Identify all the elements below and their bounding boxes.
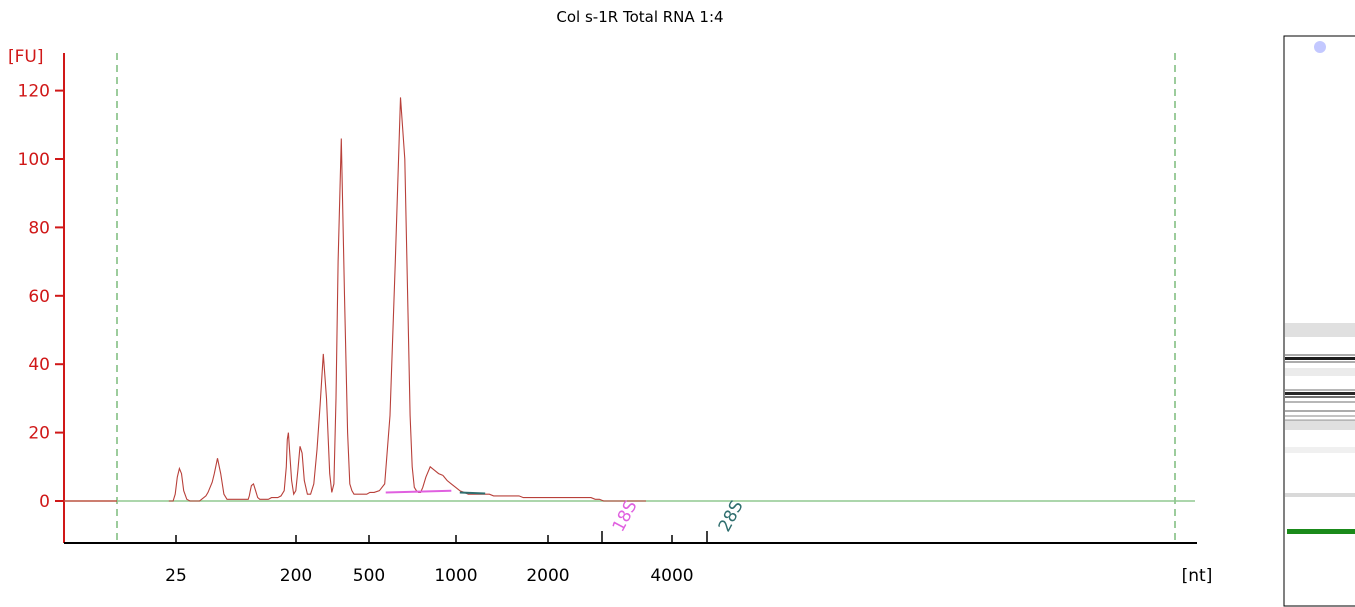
gel-lower-marker <box>1287 529 1355 534</box>
region-line <box>459 491 486 495</box>
y-ticks: 0 20 40 60 80 100 120 <box>18 82 64 512</box>
y-tick-label: 0 <box>39 492 50 512</box>
region-label: 28S <box>715 497 748 535</box>
plot-area <box>64 97 1195 502</box>
x-tick-label: 1000 <box>434 566 477 586</box>
gel-band <box>1285 419 1355 421</box>
y-tick-label: 60 <box>28 287 50 307</box>
y-tick-label: 100 <box>18 150 50 170</box>
gel-smear <box>1285 323 1355 337</box>
gel-band <box>1285 410 1355 412</box>
gel-lane-frame <box>1283 35 1355 607</box>
x-axis-label: [nt] <box>1182 566 1213 586</box>
y-tick-label: 80 <box>28 218 50 238</box>
y-axis-label: [FU] <box>8 47 44 67</box>
gel-band <box>1285 401 1355 403</box>
region-label: 18S <box>609 497 642 535</box>
chart-title: Col s-1R Total RNA 1:4 <box>556 8 723 26</box>
x-ticks: 25 200 500 1000 2000 4000 <box>165 531 708 586</box>
trace-line <box>168 97 444 502</box>
gel-smear <box>1285 368 1355 376</box>
x-tick-label: 25 <box>165 566 187 586</box>
gel-smear <box>1285 493 1355 497</box>
gel-band <box>1285 361 1355 363</box>
x-tick-label: 200 <box>280 566 312 586</box>
x-tick-label: 500 <box>353 566 385 586</box>
gel-band <box>1285 415 1355 417</box>
y-tick-label: 120 <box>18 82 50 102</box>
x-tick-label: 2000 <box>526 566 569 586</box>
x-tick-label: 4000 <box>650 566 693 586</box>
gel-top-marker <box>1314 41 1326 53</box>
y-tick-label: 40 <box>28 355 50 375</box>
gel-band <box>1285 392 1355 395</box>
y-tick-label: 20 <box>28 424 50 444</box>
trace-line <box>442 475 646 502</box>
region-line <box>385 489 452 494</box>
y-axis: [FU] <box>8 47 65 543</box>
gel-smear <box>1285 420 1355 430</box>
gel-band <box>1285 354 1355 356</box>
gel-smear <box>1285 447 1355 453</box>
gel-image <box>1283 35 1355 607</box>
gel-band <box>1285 396 1355 398</box>
gel-band <box>1285 357 1355 360</box>
gel-band <box>1285 389 1355 391</box>
